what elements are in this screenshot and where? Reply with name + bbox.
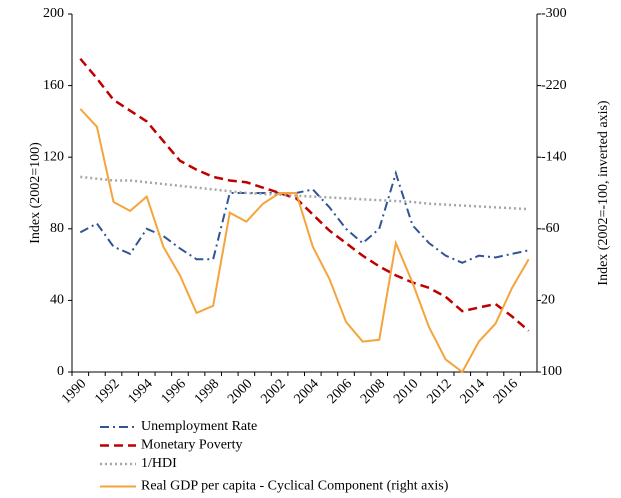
x-tick-label: 2006 (325, 376, 355, 406)
x-tick-label: 2010 (391, 376, 421, 406)
y-tick-label: 120 (43, 149, 64, 164)
x-tick-label: 2012 (424, 376, 454, 406)
y2-tick-label: 20 (541, 293, 555, 308)
y-tick-label: 40 (50, 293, 64, 308)
x-tick-label: 1990 (59, 376, 89, 406)
x-tick-label: 2016 (491, 376, 521, 406)
y2-tick-label: -300 (541, 6, 567, 21)
series-line (80, 175, 529, 211)
y-tick-label: 80 (50, 221, 64, 236)
x-tick-label: 2002 (258, 376, 288, 406)
legend-label: 1/HDI (141, 456, 177, 471)
y2-tick-label: 100 (541, 364, 562, 379)
y2-axis-title: Index (2002=-100, inverted axis) (596, 100, 611, 286)
y-tick-label: 200 (43, 6, 64, 21)
x-tick-label: 2000 (225, 376, 255, 406)
legend-label: Real GDP per capita - Cyclical Component… (141, 479, 449, 494)
x-tick-label: 1994 (125, 376, 155, 406)
y-axis-title: Index (2002=100) (28, 142, 43, 244)
y-tick-label: 0 (57, 364, 64, 379)
x-tick-label: 2008 (358, 376, 388, 406)
legend-label: Unemployment Rate (141, 419, 257, 434)
x-tick-label: 1998 (192, 376, 222, 406)
legend-label: Monetary Poverty (141, 438, 242, 453)
y2-tick-label: -60 (541, 221, 560, 236)
y2-tick-label: -140 (541, 149, 567, 164)
series-line (79, 108, 530, 374)
series-line (79, 169, 529, 264)
x-tick-label: 2004 (292, 376, 322, 406)
x-tick-label: 2014 (458, 376, 488, 406)
x-tick-label: 1996 (159, 376, 189, 406)
y-tick-label: 160 (43, 78, 64, 93)
x-tick-label: 1992 (92, 376, 122, 406)
series-line (79, 57, 530, 332)
y2-tick-label: -220 (541, 78, 567, 93)
